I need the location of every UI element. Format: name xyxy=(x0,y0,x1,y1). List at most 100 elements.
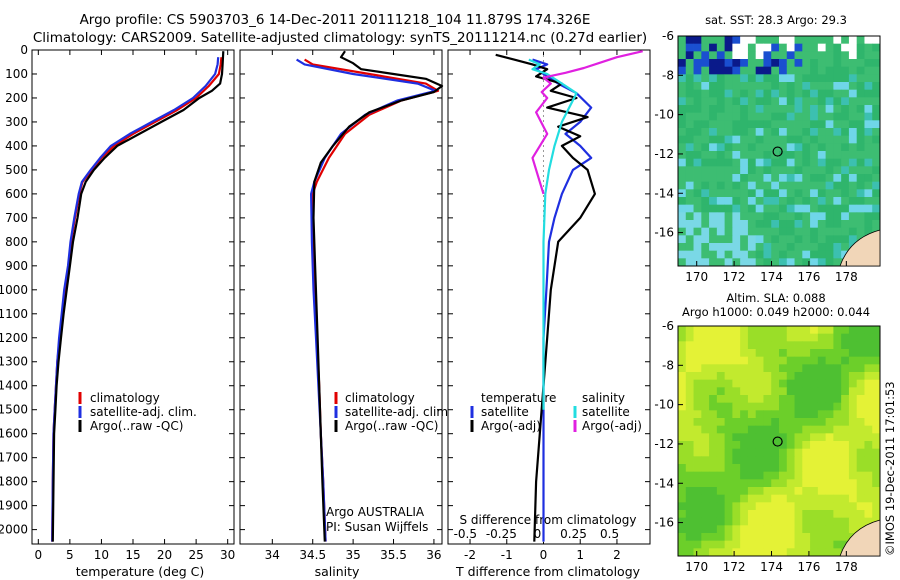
map-cell xyxy=(685,197,694,206)
map-cell xyxy=(817,258,827,267)
map-cell xyxy=(709,243,718,252)
map-cell xyxy=(864,479,873,488)
map-cell xyxy=(856,59,865,68)
map-cell xyxy=(864,66,873,75)
map-cell xyxy=(693,540,702,549)
map-cell xyxy=(825,487,834,496)
map-cell xyxy=(693,59,702,68)
map-cell xyxy=(810,212,819,221)
map-cell xyxy=(716,204,726,213)
map-cell xyxy=(848,212,858,221)
map-cell xyxy=(872,97,881,106)
map-cell xyxy=(817,220,827,229)
map-cell xyxy=(810,341,819,350)
map-cell xyxy=(841,326,850,335)
map-cell xyxy=(779,356,788,365)
map-cell xyxy=(763,243,772,252)
map-cell xyxy=(716,82,726,91)
map-cell xyxy=(833,433,842,442)
map-cell xyxy=(786,166,795,175)
map-cell xyxy=(693,510,702,519)
map-cell xyxy=(747,548,757,557)
map-cell xyxy=(716,235,726,244)
map-cell xyxy=(740,212,749,221)
map-cell xyxy=(802,204,811,213)
map-cell xyxy=(755,220,764,229)
map-cell xyxy=(841,372,850,381)
map-cell xyxy=(810,464,819,473)
map-cell xyxy=(786,333,795,342)
map-cell xyxy=(779,326,788,335)
map-cell xyxy=(685,517,694,526)
map-cell xyxy=(747,243,757,252)
map-cell xyxy=(763,364,772,373)
map-cell xyxy=(771,525,780,534)
map-cell xyxy=(833,533,842,542)
map-cell xyxy=(771,326,780,335)
map-cell xyxy=(763,510,772,519)
map-cell xyxy=(833,143,842,152)
map-cell xyxy=(755,540,764,549)
map-x-tick-label-sst-1: 172 xyxy=(723,270,746,284)
map-cell xyxy=(709,89,718,98)
map-cell xyxy=(771,189,780,198)
map-cell xyxy=(732,128,741,137)
map-cell xyxy=(732,379,741,388)
map-cell xyxy=(817,441,827,450)
map-cell xyxy=(763,448,772,457)
map-cell xyxy=(755,143,764,152)
map-cell xyxy=(732,448,741,457)
map-cell xyxy=(825,59,834,68)
map-cell xyxy=(872,66,881,75)
map-cell xyxy=(732,494,741,503)
map-cell xyxy=(864,326,873,335)
map-cell xyxy=(747,418,757,427)
map-cell xyxy=(779,89,788,98)
map-cell xyxy=(786,197,795,206)
map-cell xyxy=(763,212,772,221)
map-cell xyxy=(701,548,710,557)
map-cell xyxy=(771,235,780,244)
map-cell xyxy=(709,235,718,244)
map-cell xyxy=(833,425,842,434)
map-y-tick-label-sst-2: -10 xyxy=(654,108,674,122)
map-cell xyxy=(864,189,873,198)
map-cell xyxy=(810,220,819,229)
map-cell xyxy=(678,250,687,259)
map-cell xyxy=(709,372,718,381)
map-cell xyxy=(678,525,687,534)
map-cell xyxy=(701,143,710,152)
map-cell xyxy=(724,479,733,488)
map-cell xyxy=(794,333,803,342)
temperature-xlabel: temperature (deg C) xyxy=(76,564,205,579)
map-cell xyxy=(825,517,834,526)
map-cell xyxy=(732,74,741,83)
map-cell xyxy=(786,227,795,236)
temperature-legend-argo: Argo(..raw -QC) xyxy=(90,419,183,433)
map-cell xyxy=(724,36,733,45)
map-cell xyxy=(786,258,795,267)
map-cell xyxy=(732,326,741,335)
map-cell xyxy=(724,66,733,75)
map-cell xyxy=(747,151,757,160)
map-cell xyxy=(841,97,850,106)
map-cell xyxy=(693,51,702,60)
map-cell xyxy=(716,494,726,503)
y-tick-label-0: 0 xyxy=(20,43,28,57)
map-cell xyxy=(825,333,834,342)
map-cell xyxy=(755,197,764,206)
map-cell xyxy=(740,151,749,160)
map-cell xyxy=(841,395,850,404)
map-cell xyxy=(693,158,702,167)
map-cell xyxy=(701,326,710,335)
map-cell xyxy=(825,433,834,442)
map-cell xyxy=(786,82,795,91)
map-cell xyxy=(817,479,827,488)
map-cell xyxy=(693,479,702,488)
map-cell xyxy=(856,372,865,381)
map-cell xyxy=(848,364,858,373)
map-cell xyxy=(856,387,865,396)
map-cell xyxy=(716,158,726,167)
map-cell xyxy=(856,51,865,60)
map-cell xyxy=(841,433,850,442)
